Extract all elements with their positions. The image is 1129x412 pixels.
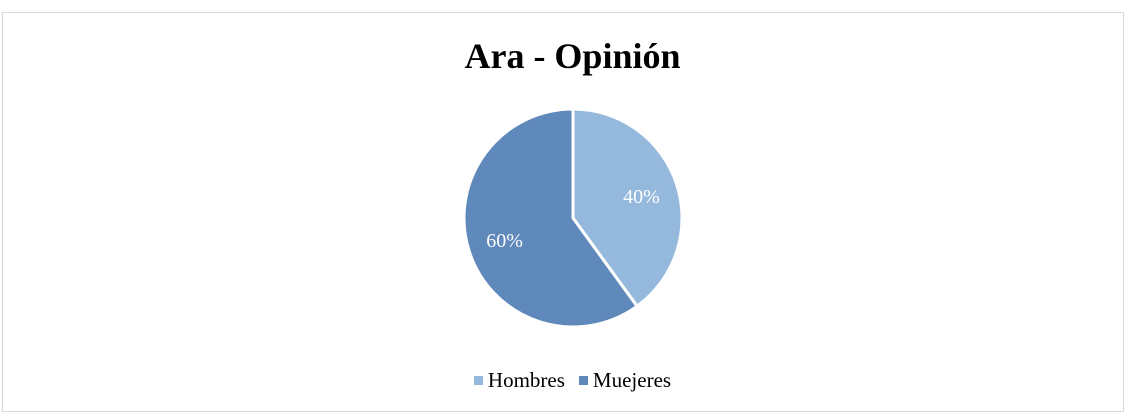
chart-legend: Hombres Muejeres	[0, 368, 1129, 393]
legend-swatch-hombres	[473, 376, 483, 385]
legend-label-muejeres: Muejeres	[592, 368, 672, 392]
legend-item-muejeres: Muejeres	[578, 368, 672, 393]
legend-item-hombres: Hombres	[473, 368, 565, 393]
pie-data-labels: 40% 60%	[486, 186, 660, 252]
data-label-muejeres: 60%	[486, 230, 523, 252]
pie-slices	[462, 107, 684, 329]
legend-label-hombres: Hombres	[487, 368, 565, 392]
pie-slice-muejeres	[462, 107, 639, 329]
data-label-hombres: 40%	[623, 186, 660, 208]
chart-title: Ara - Opinión	[464, 36, 681, 76]
legend-swatch-muejeres	[578, 376, 588, 385]
pie-slice-hombres	[571, 107, 684, 308]
